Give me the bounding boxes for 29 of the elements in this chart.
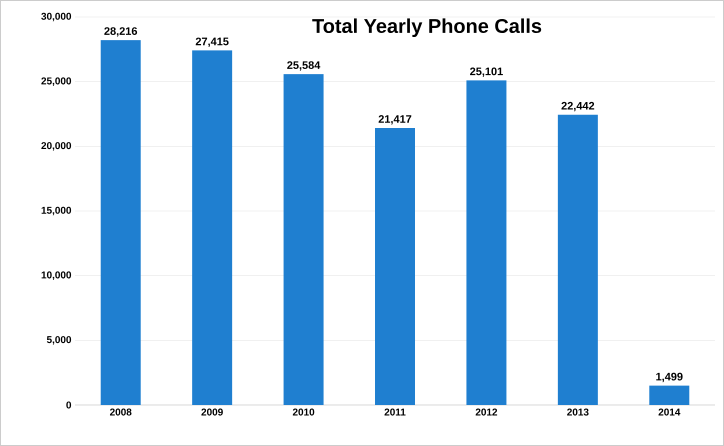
data-label: 25,584 <box>287 61 320 71</box>
y-tick-label: 5,000 <box>46 336 72 345</box>
y-tick-label: 25,000 <box>41 77 72 86</box>
data-label: 25,101 <box>470 68 503 77</box>
x-tick-label: 2009 <box>201 408 223 416</box>
bar <box>649 386 690 405</box>
data-label: 27,415 <box>196 38 229 47</box>
x-tick-label: 2013 <box>567 408 589 416</box>
y-tick-label: 0 <box>66 401 72 409</box>
y-tick-label: 30,000 <box>41 12 72 22</box>
y-tick-label: 20,000 <box>41 142 72 151</box>
bar <box>192 50 232 405</box>
x-tick-label: 2011 <box>384 408 406 416</box>
data-label: 28,216 <box>104 27 138 37</box>
bar <box>100 40 141 405</box>
bar <box>558 114 598 405</box>
data-label: 22,442 <box>561 102 594 112</box>
x-tick-label: 2012 <box>476 408 498 416</box>
data-label: 1,499 <box>656 372 683 382</box>
x-tick-label: 2014 <box>658 408 680 416</box>
bar <box>375 128 416 405</box>
x-tick-label: 2008 <box>110 408 132 416</box>
y-tick-label: 15,000 <box>42 206 72 216</box>
chart-title: Total Yearly Phone Calls <box>312 18 542 37</box>
bar <box>466 80 506 405</box>
data-label: 21,417 <box>378 115 412 124</box>
y-tick-label: 10,000 <box>42 271 72 280</box>
x-tick-label: 2010 <box>292 408 314 416</box>
bar <box>284 74 324 405</box>
